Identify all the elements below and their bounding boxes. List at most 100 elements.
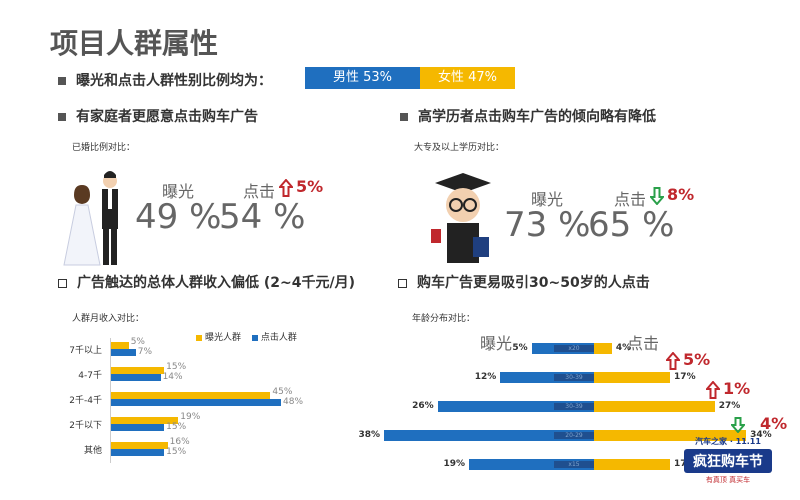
age-bar-click: [594, 372, 671, 383]
age-value-click: 27%: [718, 401, 741, 411]
income-bar-click: [111, 399, 281, 406]
age-bar-click: [594, 401, 715, 412]
age-bar-exposure: [500, 372, 594, 383]
age-value-exposure: 19%: [443, 459, 465, 469]
age-bar-click: [594, 459, 671, 470]
education-text: 高学历者点击购车广告的倾向略有降低: [418, 109, 656, 125]
education-subtitle: 大专及以上学历对比：: [414, 143, 505, 153]
bullet-icon: [400, 113, 408, 121]
age-value-exposure: 5%: [512, 343, 528, 353]
bullet-icon: [58, 77, 66, 85]
income-bar-click: [111, 374, 161, 381]
arrow-down-icon: [650, 187, 664, 205]
badge-line1: 汽车之家 · 11.11: [695, 437, 761, 446]
income-category-label: 2千以下: [69, 421, 102, 431]
gender-female: 女性 47%: [420, 67, 515, 89]
income-bar-exposure: [111, 442, 168, 449]
legend-swatch-click: [251, 334, 258, 341]
age-group-label: 20-29: [554, 432, 594, 439]
age-exposure-label: 曝光: [480, 334, 513, 353]
legend-swatch-exposure: [196, 334, 202, 341]
age-value-exposure: 26%: [412, 401, 434, 411]
income-category-label: 7千以上: [69, 346, 102, 356]
arrow-up-icon: [706, 381, 720, 399]
marriage-subtitle: 已婚比例对比：: [72, 143, 136, 153]
badge-line3: 有真顶 真买车: [705, 476, 751, 484]
age-line: 购车广告更易吸引30~50岁的人点击: [398, 272, 650, 292]
age-group-label: x20: [554, 345, 594, 352]
income-value-exposure: 5%: [130, 337, 145, 347]
income-category-label: 4-7千: [78, 371, 102, 381]
income-category-label: 2千-4千: [69, 396, 102, 406]
age-bar-exposure: [437, 401, 594, 412]
income-text: 广告触达的总体人群收入偏低 (2~4千元/月): [77, 275, 355, 291]
income-value-exposure: 15%: [166, 362, 187, 372]
family-text: 有家庭者更愿意点击购车广告: [76, 109, 258, 125]
age-delta-1: 5%: [683, 350, 711, 369]
graduate-icon: [431, 173, 491, 263]
age-value-click: 34%: [750, 430, 772, 440]
income-value-click: 48%: [283, 397, 304, 407]
checkbox-icon: [58, 278, 67, 288]
marriage-delta: 5%: [296, 177, 324, 196]
education-click-label: 点击: [614, 190, 647, 209]
income-category-label: 其他: [83, 446, 102, 456]
checkbox-icon: [398, 278, 407, 288]
income-value-exposure: 19%: [180, 412, 201, 422]
age-click-label: 点击: [627, 334, 660, 353]
family-line: 有家庭者更愿意点击购车广告: [58, 106, 258, 126]
arrow-down-icon: [731, 417, 745, 433]
marriage-exposure-value: 49 %: [135, 197, 222, 237]
gender-line: 曝光和点击人群性别比例均为：: [58, 70, 272, 90]
gender-male: 男性 53%: [305, 67, 420, 89]
age-value-exposure: 12%: [474, 372, 497, 382]
badge-line2: 疯狂购车节: [684, 449, 772, 473]
income-value-click: 15%: [166, 422, 187, 432]
legend-exposure: 曝光人群: [205, 333, 242, 343]
gender-bar: 男性 53% 女性 47%: [305, 67, 515, 89]
age-value-click: 4%: [615, 343, 632, 353]
age-bar-click: [594, 343, 612, 354]
age-group-label: 30-39: [554, 403, 594, 410]
income-bar-exposure: [111, 342, 129, 349]
income-bar-exposure: [111, 392, 271, 399]
couple-icon: [63, 171, 118, 266]
age-bar-exposure: [469, 459, 594, 470]
marriage-click-label: 点击: [243, 182, 276, 201]
age-value-exposure: 38%: [358, 430, 380, 440]
income-bar-click: [111, 349, 136, 356]
age-text: 购车广告更易吸引30~50岁的人点击: [417, 275, 650, 291]
income-legend: 曝光人群 点击人群: [196, 330, 297, 343]
income-value-exposure: 45%: [272, 387, 293, 397]
income-bar-click: [111, 449, 165, 456]
education-line: 高学历者点击购车广告的倾向略有降低: [400, 106, 656, 126]
age-subtitle: 年龄分布对比：: [412, 314, 476, 324]
age-delta-3: 4%: [760, 414, 788, 433]
age-group-label: 30-39: [554, 374, 594, 381]
education-click-value: 65 %: [588, 205, 675, 245]
income-value-click: 7%: [137, 347, 153, 357]
event-badge: 汽车之家 · 11.11 疯狂购车节 有真顶 真买车: [684, 436, 772, 492]
income-bar-click: [111, 424, 165, 431]
income-value-exposure: 16%: [169, 437, 190, 447]
marriage-exposure-label: 曝光: [162, 182, 195, 201]
bullet-icon: [58, 113, 66, 121]
page-title: 项目人群属性: [50, 27, 219, 60]
arrow-up-icon: [666, 352, 680, 370]
age-group-label: x15: [554, 461, 594, 468]
age-bar-exposure: [384, 430, 594, 441]
education-exposure-label: 曝光: [531, 190, 564, 209]
income-line: 广告触达的总体人群收入偏低 (2~4千元/月): [58, 272, 355, 292]
income-axis: [110, 338, 111, 463]
income-bar-exposure: [111, 417, 179, 424]
income-value-click: 14%: [162, 372, 183, 382]
income-value-click: 15%: [166, 447, 187, 457]
income-subtitle: 人群月收入对比：: [72, 314, 145, 324]
education-delta: 8%: [667, 185, 695, 204]
age-bar-click: [594, 430, 747, 441]
legend-click: 点击人群: [260, 333, 297, 343]
income-bar-exposure: [111, 367, 165, 374]
gender-text: 曝光和点击人群性别比例均为：: [76, 73, 272, 89]
marriage-click-value: 54 %: [219, 197, 306, 237]
arrow-up-icon: [279, 179, 293, 197]
